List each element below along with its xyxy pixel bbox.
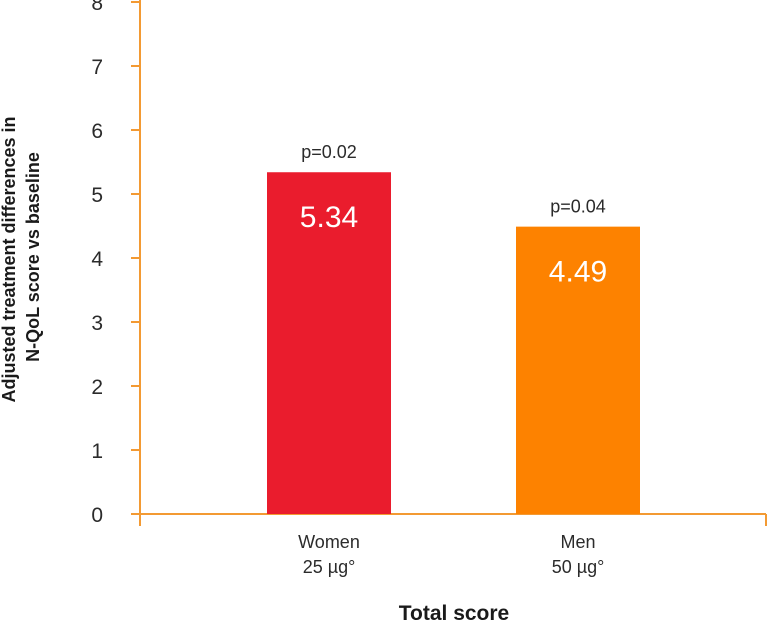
p-value-annotation: p=0.04 [550, 197, 606, 217]
y-tick-label: 5 [91, 184, 103, 207]
category-label-line-1: Women [298, 532, 360, 552]
bars: 5.34 p=0.02 Women 25 µg° 4.49 p=0.04 Men 50 µg° [267, 142, 640, 577]
y-tick-label: 6 [91, 120, 103, 143]
bar [516, 226, 640, 514]
bar-value-label: 4.49 [549, 256, 607, 289]
y-tick-label: 2 [91, 376, 103, 399]
y-tick-label: 3 [91, 312, 103, 335]
y-tick-label: 1 [91, 440, 103, 463]
y-tick-label: 7 [91, 56, 103, 79]
y-tick-label: 4 [91, 248, 103, 271]
category-label-line-2: 50 µg° [552, 557, 605, 577]
y-axis: 0 1 2 3 4 5 6 7 8 [91, 0, 141, 527]
x-axis [139, 513, 767, 526]
category-label-line-1: Men [560, 532, 595, 552]
bar [267, 172, 391, 515]
y-axis-title: Adjusted treatment differences in N-QoL … [0, 111, 43, 402]
y-tick-label: 0 [91, 504, 103, 527]
category-label-line-2: 25 µg° [303, 557, 356, 577]
y-axis-title-line-2: N-QoL score vs baseline [23, 152, 43, 362]
p-value-annotation: p=0.02 [301, 142, 357, 162]
bar-value-label: 5.34 [300, 201, 358, 234]
y-tick-label: 8 [91, 0, 103, 15]
x-axis-title: Total score [399, 602, 509, 625]
y-axis-title-line-1: Adjusted treatment differences in [0, 116, 19, 402]
